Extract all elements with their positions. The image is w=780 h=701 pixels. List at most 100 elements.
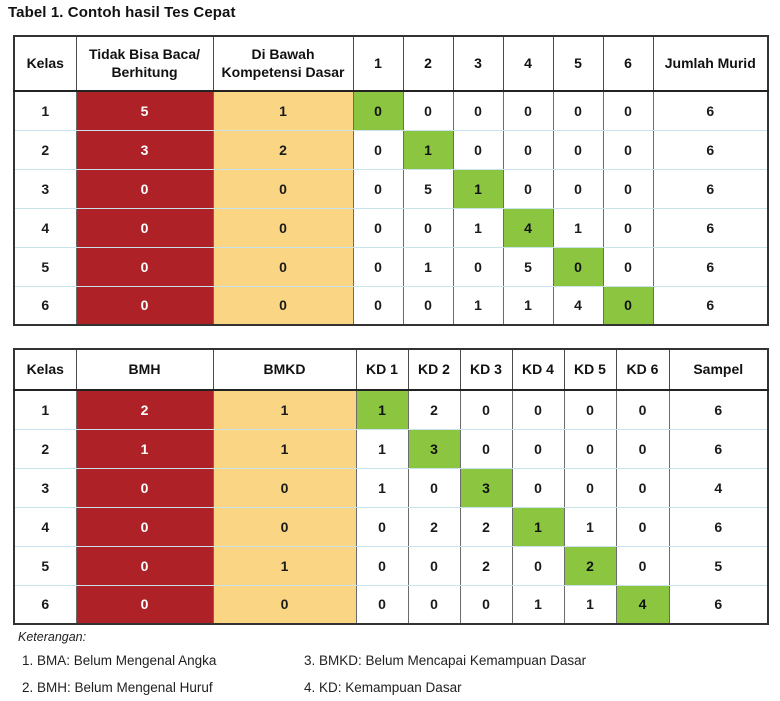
header-row: Kelas Tidak Bisa Baca/ Berhitung Di Bawah … <box>13 35 769 92</box>
green-cell: 2 <box>563 545 617 586</box>
data-cell: 0 <box>563 467 617 508</box>
green-cell: 3 <box>459 467 513 508</box>
data-cell: 4 <box>552 285 604 326</box>
red-cell: 0 <box>75 506 214 547</box>
kelas-cell: 5 <box>13 246 77 287</box>
data-cell: 5 <box>402 168 454 209</box>
data-cell: 2 <box>459 545 513 586</box>
kelas-cell: 3 <box>13 168 77 209</box>
yellow-cell: 0 <box>212 168 354 209</box>
data-cell: 5 <box>668 545 769 586</box>
data-cell: 0 <box>402 207 454 248</box>
data-cell: 0 <box>615 545 670 586</box>
kelas-cell: 4 <box>13 207 77 248</box>
data-cell: 1 <box>355 428 409 469</box>
kelas-cell: 1 <box>13 90 77 131</box>
data-cell: 0 <box>352 246 404 287</box>
data-cell: 1 <box>563 506 617 547</box>
green-cell: 1 <box>355 389 409 430</box>
yellow-cell: 1 <box>212 545 357 586</box>
legend-item-bmkd: 3. BMKD: Belum Mencapai Kemampuan Dasar <box>304 653 587 668</box>
data-cell: 6 <box>652 285 769 326</box>
column-header: Di Bawah Kompetensi Dasar <box>212 35 354 92</box>
yellow-cell: 0 <box>212 285 354 326</box>
data-cell: 0 <box>355 506 409 547</box>
data-cell: 0 <box>352 285 404 326</box>
red-cell: 0 <box>75 168 214 209</box>
data-cell: 1 <box>502 285 554 326</box>
legend-label: Keterangan: <box>18 630 87 644</box>
column-header: KD 5 <box>563 348 617 391</box>
column-header: Jumlah Murid <box>652 35 769 92</box>
legend-item-bma: 1. BMA: Belum Mengenal Angka <box>22 653 217 668</box>
column-header: 5 <box>552 35 604 92</box>
data-cell: 0 <box>502 90 554 131</box>
data-cell: 2 <box>459 506 513 547</box>
yellow-cell: 0 <box>212 207 354 248</box>
legend-item-kd: 4. KD: Kemampuan Dasar <box>304 680 462 695</box>
data-cell: 6 <box>652 90 769 131</box>
data-cell: 0 <box>407 545 461 586</box>
data-cell: 0 <box>615 428 670 469</box>
data-cell: 0 <box>615 506 670 547</box>
red-cell: 3 <box>75 129 214 170</box>
data-cell: 6 <box>652 168 769 209</box>
kelas-cell: 3 <box>13 467 77 508</box>
data-cell: 1 <box>552 207 604 248</box>
data-cell: 6 <box>668 389 769 430</box>
red-cell: 2 <box>75 389 214 430</box>
column-header: Tidak Bisa Baca/ Berhitung <box>75 35 214 92</box>
table-title: Tabel 1. Contoh hasil Tes Cepat <box>8 4 236 21</box>
data-cell: 6 <box>652 246 769 287</box>
data-cell: 2 <box>407 389 461 430</box>
kelas-cell: 4 <box>13 506 77 547</box>
data-cell: 0 <box>602 129 654 170</box>
data-cell: 0 <box>459 389 513 430</box>
green-cell: 3 <box>407 428 461 469</box>
data-cell: 0 <box>502 129 554 170</box>
kelas-cell: 5 <box>13 545 77 586</box>
red-cell: 5 <box>75 90 214 131</box>
column-header: Kelas <box>13 348 77 391</box>
data-cell: 6 <box>668 506 769 547</box>
data-cell: 4 <box>668 467 769 508</box>
column-header: BMH <box>75 348 214 391</box>
column-header: 1 <box>352 35 404 92</box>
red-cell: 0 <box>75 285 214 326</box>
kelas-cell: 1 <box>13 389 77 430</box>
kelas-cell: 2 <box>13 129 77 170</box>
data-cell: 0 <box>511 467 565 508</box>
yellow-cell: 0 <box>212 506 357 547</box>
quick-test-results-table-2: Kelas BMH BMKD KD 1 KD 2 KD 3 KD 4 KD 5 KD 6 Samp… <box>13 348 769 625</box>
column-header: KD 4 <box>511 348 565 391</box>
column-header: KD 3 <box>459 348 513 391</box>
data-cell: 0 <box>402 90 454 131</box>
data-cell: 0 <box>502 168 554 209</box>
data-cell: 0 <box>355 545 409 586</box>
yellow-cell: 1 <box>212 428 357 469</box>
data-cell: 0 <box>552 129 604 170</box>
data-cell: 0 <box>511 428 565 469</box>
data-cell: 0 <box>352 129 404 170</box>
yellow-cell: 1 <box>212 389 357 430</box>
legend-grid: 1. BMA: Belum Mengenal Angka 3. BMKD: Be… <box>18 653 758 695</box>
yellow-cell: 2 <box>212 129 354 170</box>
data-cell: 1 <box>452 207 504 248</box>
data-cell: 1 <box>511 584 565 625</box>
data-cell: 1 <box>355 467 409 508</box>
data-cell: 0 <box>511 389 565 430</box>
data-cell: 5 <box>502 246 554 287</box>
data-cell: 0 <box>563 389 617 430</box>
data-cell: 6 <box>652 207 769 248</box>
column-header: 4 <box>502 35 554 92</box>
red-cell: 0 <box>75 545 214 586</box>
data-cell: 0 <box>563 428 617 469</box>
data-cell: 0 <box>407 584 461 625</box>
data-cell: 0 <box>352 207 404 248</box>
data-cell: 0 <box>459 428 513 469</box>
